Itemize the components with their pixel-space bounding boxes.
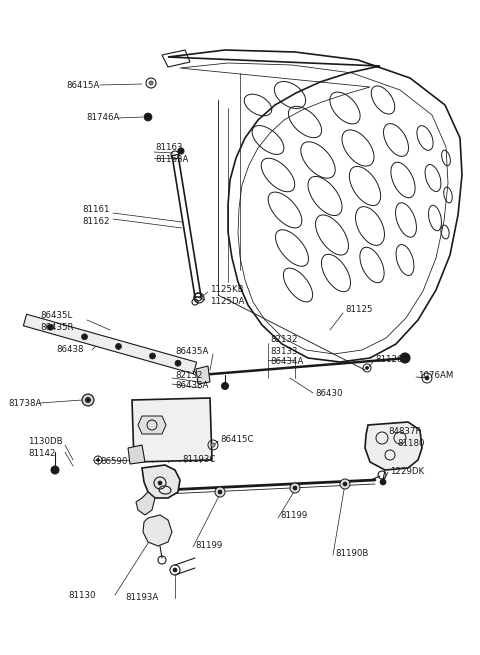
Text: 86434A: 86434A [270,358,303,367]
Text: 81162: 81162 [82,217,109,225]
Text: 81180: 81180 [397,440,424,449]
Text: 1125DA: 1125DA [210,297,244,305]
Text: 86438A: 86438A [175,381,208,390]
Text: 86415C: 86415C [220,436,253,445]
Circle shape [221,383,228,390]
Text: 86438: 86438 [56,345,84,354]
Circle shape [175,360,181,366]
Text: 86590: 86590 [100,457,127,466]
Text: 81746A: 81746A [86,113,120,122]
Polygon shape [132,398,212,462]
Polygon shape [136,492,155,515]
Polygon shape [196,366,210,384]
Text: 1125KB: 1125KB [210,286,244,295]
Text: 86435A: 86435A [175,348,208,356]
Text: 81199: 81199 [195,540,222,550]
Circle shape [425,376,429,380]
Text: 83133: 83133 [270,346,298,356]
Text: 81199: 81199 [280,512,307,521]
Text: 1076AM: 1076AM [418,371,454,379]
Text: 81193A: 81193A [125,593,158,603]
Circle shape [293,486,297,490]
Polygon shape [128,445,145,464]
Text: 84837F: 84837F [388,428,420,436]
Text: 1130DB: 1130DB [28,438,62,447]
Circle shape [48,324,53,330]
Circle shape [158,481,162,485]
Text: 81130: 81130 [68,591,96,599]
Text: 81193C: 81193C [182,455,216,464]
Circle shape [290,483,300,493]
Polygon shape [365,422,422,470]
Text: 86435L: 86435L [40,312,72,320]
Circle shape [218,490,222,494]
Circle shape [149,353,156,359]
Circle shape [51,466,59,474]
Text: 81163A: 81163A [155,155,188,164]
Text: 81190B: 81190B [335,548,368,557]
Circle shape [144,113,152,121]
Circle shape [178,148,184,154]
Polygon shape [138,416,166,434]
Text: 82132: 82132 [270,335,298,345]
Circle shape [215,487,225,497]
Circle shape [149,81,153,85]
Circle shape [400,353,410,363]
Circle shape [85,398,91,403]
Text: 86415A: 86415A [67,81,100,90]
Circle shape [365,367,369,369]
Circle shape [343,482,347,486]
Polygon shape [143,515,172,546]
Text: 86435R: 86435R [40,322,73,331]
Circle shape [82,334,87,340]
Circle shape [340,479,350,489]
Circle shape [211,443,215,447]
Circle shape [173,568,177,572]
Text: 81738A: 81738A [9,398,42,407]
Text: 1229DK: 1229DK [390,468,424,476]
Text: 81125: 81125 [345,305,372,314]
Text: 81142: 81142 [28,449,56,457]
Text: 86430: 86430 [315,388,343,398]
Polygon shape [24,314,197,374]
Text: 81126: 81126 [375,356,403,364]
Polygon shape [142,465,180,498]
Circle shape [82,394,94,406]
Text: 82132: 82132 [175,371,203,379]
Circle shape [96,458,99,462]
Text: 81161: 81161 [82,206,109,214]
Circle shape [380,479,386,485]
Circle shape [116,343,121,349]
Text: 81163: 81163 [155,143,182,153]
